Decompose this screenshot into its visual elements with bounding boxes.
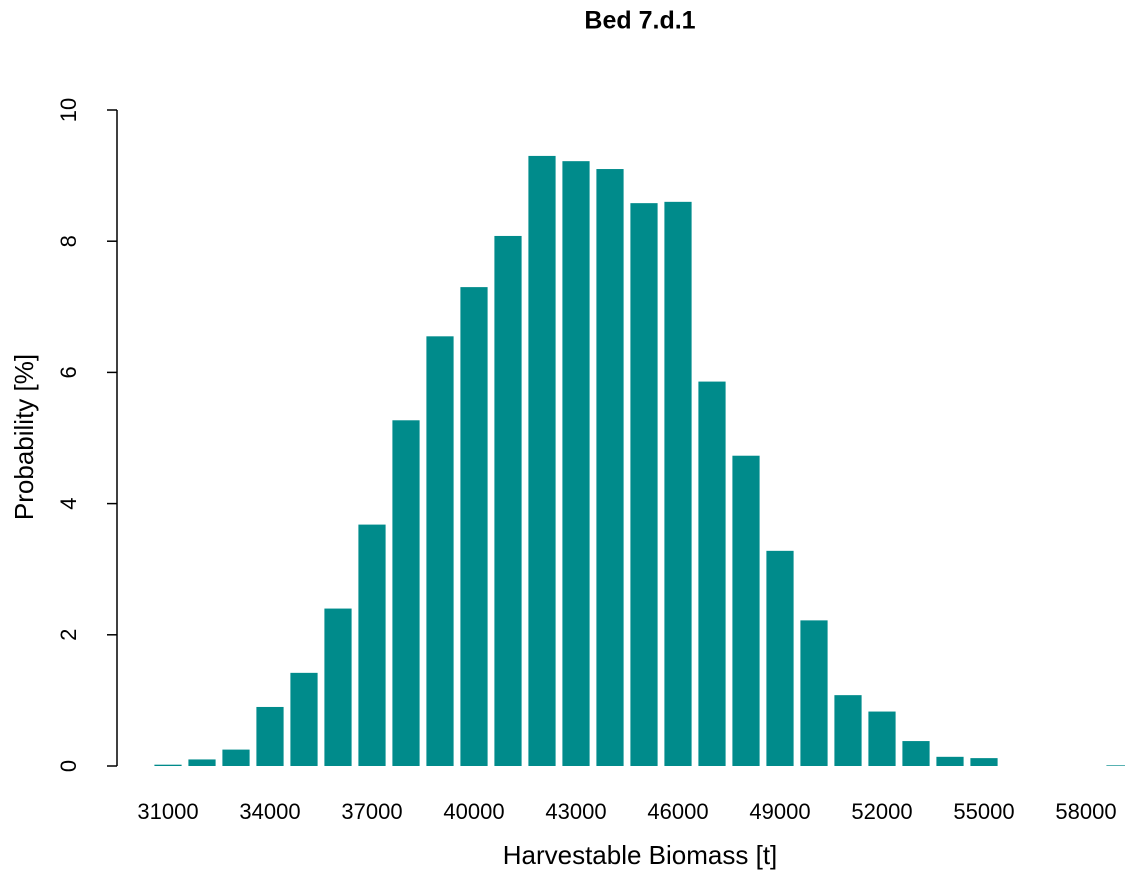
y-tick-label: 2 — [56, 629, 81, 641]
bar — [698, 381, 726, 766]
bar — [222, 749, 250, 766]
bar — [392, 420, 420, 766]
x-tick-label: 43000 — [545, 799, 606, 824]
y-tick-label: 8 — [56, 235, 81, 247]
y-axis-title: Probability [%] — [9, 354, 39, 520]
bar — [630, 203, 658, 767]
bar — [936, 756, 964, 766]
bar — [426, 336, 454, 766]
bar — [154, 764, 182, 766]
x-tick-label: 55000 — [953, 799, 1014, 824]
bar — [256, 706, 284, 766]
x-tick-label: 58000 — [1055, 799, 1116, 824]
y-tick-label: 10 — [56, 98, 81, 122]
x-tick-label: 37000 — [341, 799, 402, 824]
bar — [868, 711, 896, 766]
bar — [324, 608, 352, 766]
x-tick-label: 52000 — [851, 799, 912, 824]
bar — [188, 759, 216, 766]
x-tick-label: 49000 — [749, 799, 810, 824]
chart-title: Bed 7.d.1 — [584, 7, 695, 35]
bar — [494, 235, 522, 766]
bar — [834, 695, 862, 766]
bar — [460, 287, 488, 766]
bar — [664, 201, 692, 767]
bar — [1106, 765, 1125, 766]
y-tick-label: 0 — [56, 760, 81, 772]
x-axis-title: Harvestable Biomass [t] — [503, 840, 778, 870]
bar — [562, 161, 590, 767]
x-tick-label: 31000 — [137, 799, 198, 824]
y-tick-label: 6 — [56, 366, 81, 378]
bar — [800, 620, 828, 766]
bar — [596, 169, 624, 767]
x-tick-label: 34000 — [239, 799, 300, 824]
bar — [902, 741, 930, 766]
bar — [970, 758, 998, 766]
x-tick-label: 46000 — [647, 799, 708, 824]
bar — [766, 550, 794, 766]
bar — [528, 155, 556, 767]
bar — [358, 524, 386, 766]
y-tick-label: 4 — [56, 497, 81, 509]
bar — [732, 455, 760, 766]
bar — [290, 672, 318, 766]
x-tick-label: 40000 — [443, 799, 504, 824]
